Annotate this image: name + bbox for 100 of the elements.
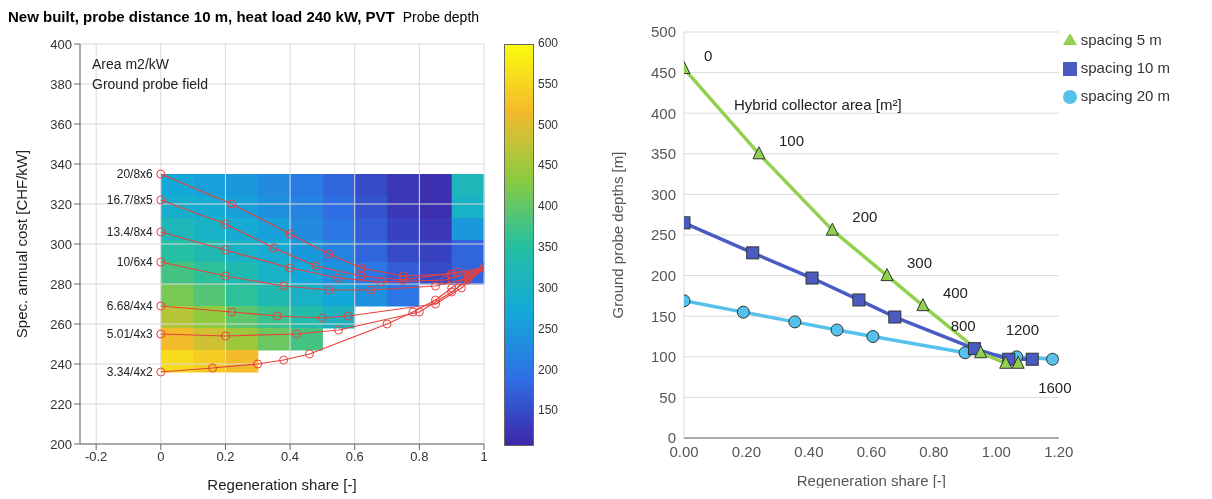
point bbox=[398, 275, 408, 285]
point bbox=[866, 330, 880, 343]
y-tick-label: 380 bbox=[50, 76, 72, 92]
point bbox=[156, 257, 166, 267]
y-tick-label: 450 bbox=[650, 63, 676, 81]
annotation: 0 bbox=[704, 46, 713, 64]
y-tick-label: 200 bbox=[50, 436, 72, 452]
point bbox=[343, 311, 353, 321]
color-bar-label: 600 bbox=[538, 36, 559, 50]
legend-label: spacing 5 m bbox=[1080, 31, 1162, 48]
x-tick-label: 0.6 bbox=[345, 449, 364, 465]
annotation: 400 bbox=[942, 283, 968, 301]
x-tick-label: 0.80 bbox=[919, 442, 949, 460]
y-axis-title: Ground probe depths [m] bbox=[609, 151, 627, 319]
x-tick-label: 0.60 bbox=[856, 442, 886, 460]
y-tick-label: 240 bbox=[50, 356, 72, 372]
y-tick-label: 280 bbox=[50, 276, 72, 292]
series-label: 6.68/4x4 bbox=[106, 299, 154, 313]
point bbox=[1011, 355, 1025, 369]
point bbox=[279, 281, 289, 291]
point bbox=[356, 263, 366, 273]
point bbox=[253, 359, 263, 369]
color-bar-label: 350 bbox=[538, 240, 559, 255]
point bbox=[456, 283, 466, 293]
annotation: 100 bbox=[778, 131, 804, 149]
legend-label: spacing 10 m bbox=[1080, 59, 1170, 76]
point bbox=[880, 268, 894, 282]
point bbox=[1046, 352, 1059, 366]
point bbox=[830, 323, 844, 337]
x-tick-label: 1 bbox=[480, 449, 488, 465]
point bbox=[852, 293, 866, 307]
point bbox=[440, 275, 450, 285]
point bbox=[156, 329, 166, 339]
color-bar-label: 200 bbox=[538, 362, 559, 377]
annotation: 200 bbox=[852, 208, 878, 226]
point bbox=[447, 269, 457, 279]
point bbox=[156, 169, 166, 179]
color-bar-label: 400 bbox=[538, 199, 559, 214]
point bbox=[156, 195, 166, 205]
x-tick-label: 0.4 bbox=[281, 449, 300, 465]
legend-label: spacing 20 m bbox=[1080, 87, 1170, 104]
point bbox=[156, 227, 166, 237]
point bbox=[414, 307, 424, 317]
point bbox=[431, 299, 441, 309]
point bbox=[408, 307, 418, 317]
point bbox=[156, 367, 166, 377]
x-tick-label: -0.2 bbox=[84, 449, 108, 465]
point bbox=[888, 310, 902, 324]
series-label: 3.34/4x2 bbox=[106, 365, 154, 379]
y-tick-label: 50 bbox=[659, 388, 676, 406]
point bbox=[447, 287, 457, 297]
annotation: 800 bbox=[950, 316, 976, 334]
series-label: 13.4/8x4 bbox=[106, 225, 154, 239]
color-bar-label: 500 bbox=[538, 117, 559, 132]
y-tick-label: 100 bbox=[650, 348, 676, 366]
y-tick-label: 250 bbox=[650, 226, 676, 244]
point bbox=[376, 277, 386, 287]
annotation: 300 bbox=[907, 253, 933, 271]
x-tick-label: 1.20 bbox=[1044, 442, 1074, 460]
point bbox=[431, 295, 441, 305]
y-tick-label: 350 bbox=[650, 145, 676, 163]
point bbox=[227, 307, 237, 317]
x-tick-label: 0.8 bbox=[410, 449, 429, 465]
point bbox=[356, 271, 366, 281]
color-bar-title: Probe depth bbox=[402, 9, 480, 25]
y-tick-label: 320 bbox=[50, 196, 72, 212]
y-tick-label: 150 bbox=[650, 307, 676, 325]
point bbox=[208, 363, 218, 373]
point bbox=[1025, 352, 1039, 366]
x-tick-label: 0.2 bbox=[216, 449, 235, 465]
x-tick-label: 0 bbox=[157, 449, 165, 465]
series-label: 10/6x4 bbox=[116, 255, 154, 269]
point bbox=[220, 271, 230, 281]
point bbox=[227, 199, 237, 209]
y-tick-label: 300 bbox=[50, 236, 72, 252]
point bbox=[447, 283, 457, 293]
point bbox=[279, 355, 289, 365]
point bbox=[974, 345, 988, 359]
point bbox=[220, 331, 230, 341]
point bbox=[752, 146, 766, 160]
point bbox=[285, 263, 295, 273]
point bbox=[324, 249, 334, 259]
color-bar-label: 250 bbox=[538, 321, 559, 336]
point bbox=[334, 325, 344, 335]
color-bar-label: 550 bbox=[538, 76, 559, 91]
series-label: 20/8x6 bbox=[116, 167, 154, 181]
point bbox=[746, 246, 760, 260]
point bbox=[304, 349, 314, 359]
point bbox=[220, 219, 230, 229]
annotation: Ground probe field bbox=[92, 75, 208, 94]
annotation: Area m2/kW bbox=[92, 55, 170, 74]
y-tick-label: 400 bbox=[650, 104, 676, 122]
color-bar-label: 450 bbox=[538, 158, 559, 173]
y-tick-label: 200 bbox=[650, 266, 676, 284]
point bbox=[431, 281, 441, 291]
y-tick-label: 300 bbox=[650, 185, 676, 203]
point bbox=[366, 285, 376, 295]
point bbox=[220, 245, 230, 255]
point bbox=[805, 271, 819, 285]
point bbox=[825, 222, 839, 236]
